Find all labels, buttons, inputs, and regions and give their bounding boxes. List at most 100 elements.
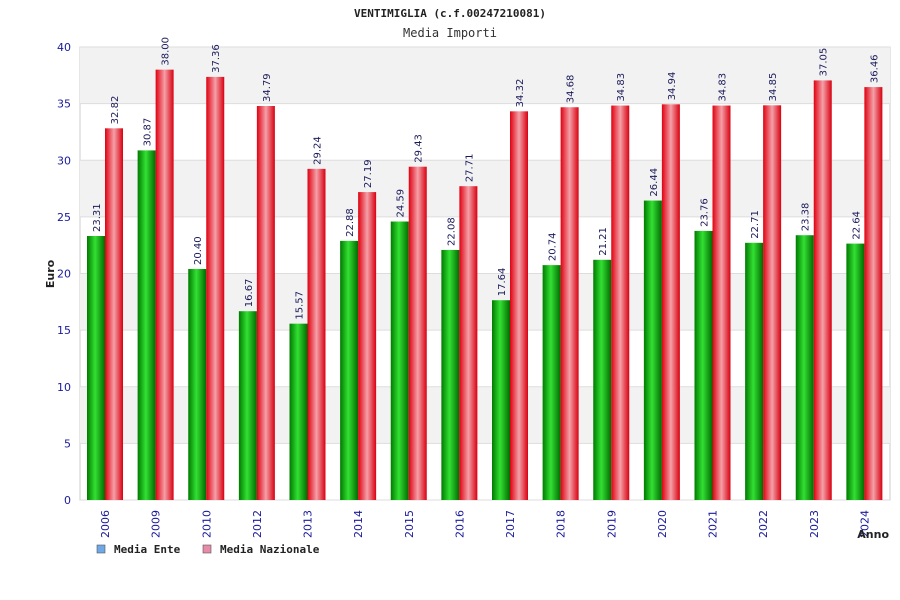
x-tick-label: 2017 xyxy=(504,510,517,538)
x-tick-label: 2021 xyxy=(707,510,720,538)
bar-media-nazionale xyxy=(510,111,528,501)
bar-media-nazionale xyxy=(560,107,579,501)
data-label: 24.59 xyxy=(396,189,407,218)
x-tick-label: 2013 xyxy=(302,510,315,538)
data-label: 37.36 xyxy=(211,44,222,73)
bar-media-nazionale xyxy=(459,186,478,500)
data-label: 29.24 xyxy=(313,136,324,165)
data-label: 36.46 xyxy=(869,54,880,83)
legend-swatch-media-nazionale xyxy=(202,544,212,554)
bar-media-ente xyxy=(390,221,409,500)
x-tick-label: 2016 xyxy=(453,510,466,538)
bar-media-nazionale xyxy=(763,105,782,500)
bar-media-nazionale xyxy=(155,69,174,501)
bar-media-ente xyxy=(137,150,156,500)
x-tick-label: 2014 xyxy=(352,510,365,538)
y-tick-label: 25 xyxy=(57,211,71,224)
chart-title: VENTIMIGLIA (c.f.00247210081) xyxy=(354,7,546,20)
data-label: 38.00 xyxy=(161,37,172,66)
data-label: 32.82 xyxy=(110,96,121,125)
y-tick-label: 20 xyxy=(57,268,71,281)
bar-media-nazionale xyxy=(611,105,630,501)
data-label: 23.38 xyxy=(801,203,812,232)
y-tick-label: 0 xyxy=(64,494,71,507)
bar-media-nazionale xyxy=(358,192,377,501)
y-tick-label: 30 xyxy=(57,154,71,167)
data-label: 27.19 xyxy=(363,159,374,188)
x-tick-label: 2018 xyxy=(555,510,568,538)
bar-media-ente xyxy=(694,230,713,500)
x-tick-label: 2012 xyxy=(251,510,264,538)
y-axis-label: Euro xyxy=(44,259,57,288)
x-tick-label: 2019 xyxy=(605,510,618,538)
bar-media-ente xyxy=(441,249,460,500)
y-tick-label: 15 xyxy=(57,324,71,337)
data-label: 34.83 xyxy=(718,73,729,102)
bar-media-nazionale xyxy=(206,76,225,500)
data-label: 20.74 xyxy=(548,232,559,261)
y-tick-label: 10 xyxy=(57,381,71,394)
data-label: 22.71 xyxy=(750,210,761,239)
y-axis-ticks: 0 5 10 15 20 25 30 35 40 xyxy=(57,41,71,507)
data-label: 29.43 xyxy=(414,134,425,163)
legend: Media Ente Media Nazionale xyxy=(96,543,320,556)
bar-media-nazionale xyxy=(105,128,123,500)
x-tick-label: 2023 xyxy=(808,510,821,538)
bar-media-ente xyxy=(289,323,308,500)
data-label: 16.67 xyxy=(244,279,255,308)
x-tick-label: 2009 xyxy=(150,510,163,538)
bar-media-ente xyxy=(542,265,561,500)
bar-media-nazionale xyxy=(864,87,883,500)
x-tick-label: 2010 xyxy=(200,510,213,538)
data-label: 23.31 xyxy=(92,203,103,232)
data-label: 20.40 xyxy=(193,236,204,265)
data-label: 26.44 xyxy=(649,168,660,197)
data-label: 15.57 xyxy=(295,291,306,320)
bar-media-ente xyxy=(745,242,764,500)
x-tick-label: 2022 xyxy=(757,510,770,538)
x-axis-label: Anno xyxy=(857,528,889,541)
data-label: 17.64 xyxy=(497,268,508,297)
data-label: 22.08 xyxy=(446,217,457,246)
chart-subtitle: Media Importi xyxy=(403,26,497,40)
bar-media-ente xyxy=(643,200,662,500)
bar-media-nazionale xyxy=(813,80,832,500)
data-label: 34.85 xyxy=(768,73,779,102)
bars: 23.31 32.82 30.87 38.00 20.40 37.36 16.67 34.79… xyxy=(87,37,883,501)
legend-label-media-nazionale: Media Nazionale xyxy=(220,543,320,556)
data-label: 22.64 xyxy=(851,211,862,240)
bar-media-ente xyxy=(188,268,207,500)
bar-media-ente xyxy=(340,240,359,500)
bar-media-nazionale xyxy=(661,104,680,500)
data-label: 34.94 xyxy=(667,72,678,101)
bar-media-nazionale xyxy=(307,168,326,500)
bar-media-ente xyxy=(87,236,105,500)
x-tick-label: 2015 xyxy=(403,510,416,538)
bar-media-ente xyxy=(492,300,510,500)
data-label: 23.76 xyxy=(700,198,711,227)
bar-media-ente xyxy=(593,259,612,500)
x-tick-label: 2006 xyxy=(99,510,112,538)
data-label: 34.68 xyxy=(566,75,577,104)
data-label: 34.83 xyxy=(616,73,627,102)
bar-media-ente xyxy=(795,235,814,500)
x-axis-ticks: 2006 2009 2010 2012 2013 2014 2015 2016 2017 2018… xyxy=(99,510,871,538)
bar-media-nazionale xyxy=(256,106,275,501)
y-tick-label: 40 xyxy=(57,41,71,54)
data-label: 30.87 xyxy=(143,118,154,147)
bar-media-nazionale xyxy=(712,105,731,501)
data-label: 27.71 xyxy=(464,154,475,183)
bar-media-ente xyxy=(238,311,257,500)
x-tick-label: 2020 xyxy=(656,510,669,538)
x-tick-label: 2024 xyxy=(858,510,871,538)
data-label: 22.88 xyxy=(345,208,356,237)
y-tick-label: 35 xyxy=(57,98,71,111)
data-label: 34.79 xyxy=(262,73,273,102)
y-tick-label: 5 xyxy=(64,437,71,450)
data-label: 34.32 xyxy=(515,79,526,108)
data-label: 37.05 xyxy=(819,48,830,77)
bar-media-nazionale xyxy=(408,166,427,500)
legend-label-media-ente: Media Ente xyxy=(114,543,181,556)
legend-swatch-media-ente xyxy=(96,544,106,554)
